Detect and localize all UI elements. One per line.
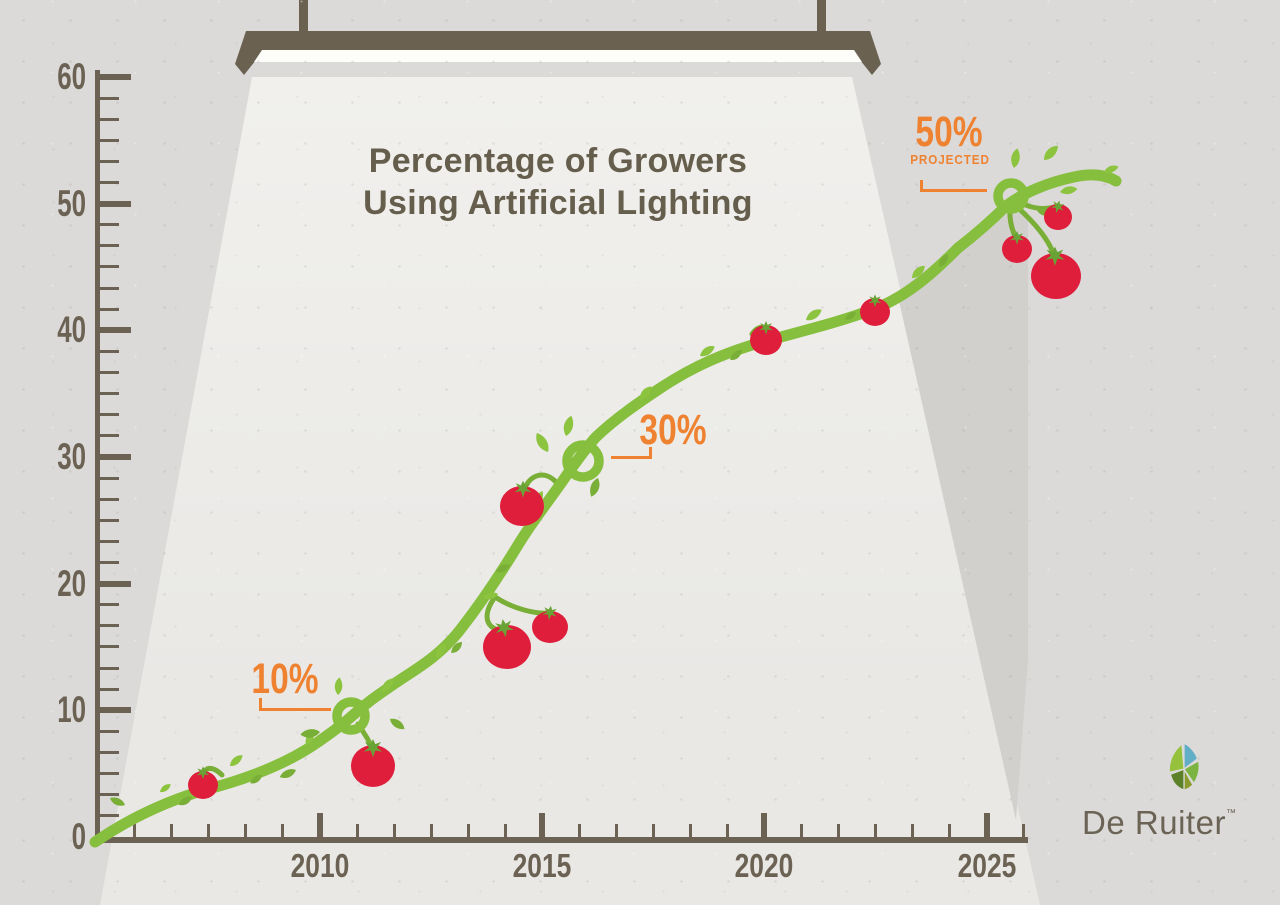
- y-axis-tick-minor: [100, 434, 119, 438]
- x-axis-tick-minor: [133, 824, 137, 837]
- y-axis-label: 0: [71, 816, 86, 857]
- annotation-10-bracket: [259, 698, 331, 711]
- y-axis-tick-major: [100, 200, 131, 207]
- x-axis-label: 2010: [290, 847, 350, 884]
- x-axis-tick-minor: [874, 824, 877, 837]
- x-axis-tick-minor: [948, 824, 952, 837]
- x-axis-label: 2025: [957, 847, 1016, 884]
- y-axis-tick-minor: [100, 793, 119, 797]
- x-axis-tick-minor: [503, 824, 507, 837]
- de-ruiter-leaf-icon: [1168, 742, 1200, 790]
- y-axis-tick-minor: [100, 223, 119, 227]
- annotation-10-value: 10%: [251, 655, 319, 703]
- x-axis-tick-minor: [614, 824, 618, 837]
- x-axis-tick-major: [539, 813, 546, 837]
- annotation-50-note: PROJECTED: [910, 152, 990, 167]
- y-axis-tick-minor: [100, 772, 119, 776]
- y-axis-label: 20: [57, 562, 86, 604]
- y-axis-tick-minor: [100, 687, 119, 691]
- x-axis-tick-minor: [355, 824, 359, 837]
- x-axis-tick-minor: [725, 824, 729, 837]
- y-axis-tick-minor: [100, 666, 119, 670]
- x-axis-tick-minor: [911, 824, 915, 837]
- y-axis-tick-minor: [100, 117, 119, 121]
- y-axis-tick-minor: [100, 751, 119, 755]
- trademark-symbol: ™: [1225, 808, 1236, 819]
- x-axis-tick-minor: [688, 824, 692, 837]
- x-axis-tick-major: [761, 813, 768, 837]
- y-axis-tick-major: [100, 327, 131, 334]
- y-axis-label: 30: [57, 435, 86, 477]
- x-axis-tick-minor: [429, 824, 433, 837]
- chart-title-line2: Using Artificial Lighting: [363, 184, 753, 222]
- x-axis-tick-minor: [651, 824, 655, 837]
- y-axis-tick-minor: [100, 159, 119, 163]
- y-axis-tick-minor: [100, 497, 119, 501]
- y-axis-tick-minor: [100, 413, 119, 417]
- y-axis-tick-minor: [100, 539, 119, 543]
- y-axis-tick-minor: [100, 349, 119, 353]
- y-axis-tick-minor: [100, 286, 119, 290]
- x-axis-tick-minor: [799, 824, 803, 837]
- y-axis-tick-major: [100, 453, 131, 460]
- chart-title: Percentage of Growers Using Artificial L…: [308, 140, 808, 224]
- x-axis-label: 2015: [512, 847, 572, 884]
- annotation-50-bracket: [920, 180, 987, 192]
- y-axis-tick-minor: [100, 371, 119, 375]
- y-axis-tick-minor: [100, 244, 119, 248]
- annotation-30-bracket: [611, 447, 652, 459]
- x-axis-tick-minor: [170, 824, 174, 837]
- y-axis-tick-minor: [100, 603, 119, 607]
- y-axis-tick-minor: [100, 181, 119, 185]
- x-axis-tick-minor: [207, 824, 211, 837]
- y-axis-tick-major: [100, 707, 131, 714]
- x-axis-tick-minor: [392, 824, 396, 837]
- x-axis-tick-minor: [466, 824, 470, 837]
- x-axis-label: 2020: [735, 847, 794, 884]
- y-axis-tick-minor: [100, 392, 119, 396]
- y-axis-tick-major: [100, 580, 131, 587]
- x-axis-tick-minor: [1022, 824, 1026, 837]
- y-axis-label: 50: [57, 182, 86, 224]
- y-axis-tick-minor: [100, 476, 119, 480]
- y-axis-tick-minor: [100, 624, 119, 628]
- y-axis-tick-minor: [100, 518, 119, 522]
- x-axis-tick-minor: [281, 824, 285, 837]
- y-axis-tick-minor: [100, 307, 119, 311]
- y-axis-tick-minor: [100, 265, 119, 269]
- y-axis-tick-minor: [100, 561, 119, 565]
- x-axis-line: [95, 837, 1028, 843]
- y-axis-label: 10: [57, 689, 86, 731]
- annotation-50-value: 50%: [915, 108, 983, 156]
- y-axis-label: 40: [57, 309, 86, 351]
- y-axis-tick-minor: [100, 729, 119, 733]
- y-axis-tick-minor: [100, 814, 119, 818]
- x-axis-tick-major: [317, 813, 323, 837]
- x-axis-tick-minor: [836, 824, 840, 837]
- x-axis-tick-minor: [577, 824, 581, 837]
- y-axis-tick-major: [100, 73, 131, 80]
- chart-title-line1: Percentage of Growers: [368, 142, 748, 180]
- x-axis-tick-minor: [244, 824, 248, 837]
- x-axis-tick-major: [983, 813, 990, 837]
- brand-name: De Ruiter™: [1082, 804, 1236, 841]
- y-axis-tick-minor: [100, 96, 119, 100]
- y-axis-tick-minor: [100, 645, 119, 649]
- y-axis-tick-minor: [100, 138, 119, 142]
- y-axis-label: 60: [57, 55, 86, 97]
